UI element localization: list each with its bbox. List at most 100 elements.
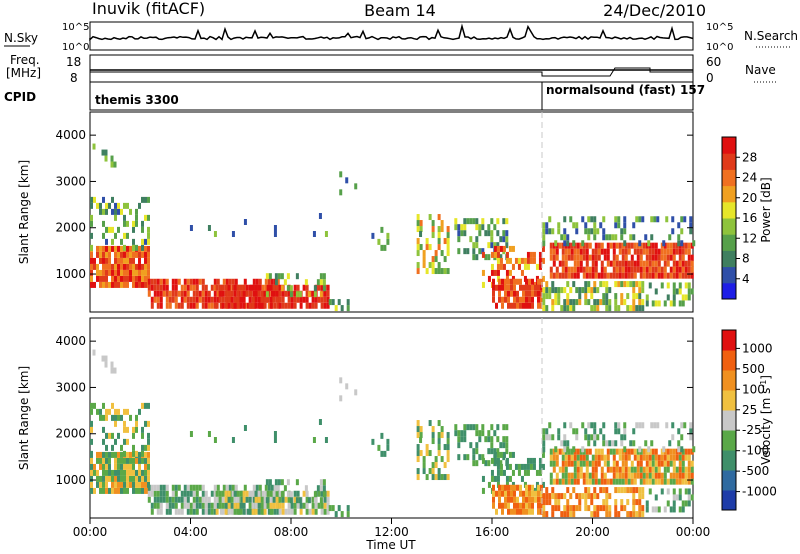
velocity-cell xyxy=(222,484,226,491)
velocity-cell xyxy=(254,490,258,497)
velocity-cell xyxy=(614,440,618,447)
power-cell xyxy=(561,260,565,267)
power-cell xyxy=(549,254,553,261)
power-cell xyxy=(454,218,458,225)
power-cell xyxy=(541,257,545,264)
velocity-cell xyxy=(286,479,290,486)
velocity-cell xyxy=(141,444,144,451)
velocity-cell xyxy=(293,490,297,497)
velocity-cell xyxy=(684,454,688,461)
velocity-cell xyxy=(602,440,606,447)
power-cell xyxy=(120,251,123,258)
power-cell xyxy=(666,248,670,255)
velocity-cell xyxy=(630,460,634,467)
power-cell xyxy=(572,222,576,229)
power-cell xyxy=(266,284,270,291)
power-cell xyxy=(434,256,438,263)
power-cell xyxy=(687,248,691,255)
velocity-cell xyxy=(689,434,693,441)
velocity-cell xyxy=(434,462,438,469)
power-cell xyxy=(114,275,117,282)
velocity-cell xyxy=(273,437,277,443)
power-cell xyxy=(507,302,510,309)
power-cell xyxy=(668,234,672,241)
power-cell xyxy=(496,257,500,264)
power-colorbar-swatch xyxy=(722,185,736,203)
power-cell xyxy=(493,224,497,231)
power-cell xyxy=(419,220,423,227)
power-cell xyxy=(632,281,636,288)
power-cell xyxy=(478,230,482,237)
velocity-cell xyxy=(687,466,691,473)
velocity-cell xyxy=(326,502,330,509)
power-cell xyxy=(520,269,524,276)
power-cell xyxy=(594,266,598,273)
velocity-cell xyxy=(687,494,691,501)
velocity-cell xyxy=(111,481,114,488)
power-cell xyxy=(541,275,545,282)
power-cell xyxy=(186,290,190,297)
velocity-cell xyxy=(132,475,135,482)
power-colorbar-swatch xyxy=(722,218,736,235)
power-colorbar-tick-label: 16 xyxy=(742,211,757,225)
velocity-cell xyxy=(239,508,243,515)
power-cell xyxy=(651,260,655,267)
power-cell xyxy=(510,284,513,291)
power-cell xyxy=(123,269,126,276)
power-cell xyxy=(416,214,420,221)
velocity-cell xyxy=(551,434,555,441)
velocity-cell xyxy=(666,500,670,507)
velocity-cell xyxy=(573,466,577,473)
velocity-cell xyxy=(542,434,546,441)
velocity-cell xyxy=(535,469,539,476)
velocity-cell xyxy=(120,451,123,458)
power-cell xyxy=(478,248,482,255)
freq-label-line2: [MHz] xyxy=(6,66,41,80)
velocity-cell xyxy=(478,430,482,437)
velocity-cell xyxy=(114,457,117,464)
power-cell xyxy=(513,296,516,303)
power-cell xyxy=(189,302,193,309)
power-cell xyxy=(183,296,187,303)
velocity-cell xyxy=(591,466,595,473)
power-cell xyxy=(542,228,546,235)
power-cell xyxy=(690,266,694,273)
power-cell xyxy=(672,242,676,249)
velocity-cell xyxy=(572,487,576,494)
power-cell xyxy=(581,240,585,247)
velocity-cell xyxy=(165,496,169,503)
velocity-cell xyxy=(141,432,144,439)
velocity-cell xyxy=(561,454,565,461)
power-cell xyxy=(545,293,549,300)
velocity-cell xyxy=(165,508,169,515)
power-cell xyxy=(102,220,105,227)
velocity-cell xyxy=(566,499,570,506)
power-cell xyxy=(251,284,255,291)
power-cell xyxy=(564,248,568,255)
power-cell xyxy=(612,266,616,273)
velocity-cell xyxy=(275,496,279,503)
velocity-cell xyxy=(227,508,231,515)
velocity-cell xyxy=(144,487,147,494)
velocity-cell xyxy=(654,454,658,461)
velocity-cell xyxy=(215,490,219,497)
velocity-cell xyxy=(334,511,338,518)
power-cell xyxy=(501,296,504,303)
velocity-cell xyxy=(290,508,294,515)
velocity-cell xyxy=(141,402,144,409)
velocity-cell xyxy=(165,490,169,497)
power-cell xyxy=(105,263,108,270)
velocity-cell xyxy=(339,377,343,384)
power-cell xyxy=(132,275,135,282)
power-cell xyxy=(219,302,223,309)
velocity-cell xyxy=(380,450,384,457)
power-cell xyxy=(549,242,553,249)
power-cell xyxy=(567,242,571,249)
velocity-cell xyxy=(573,448,577,455)
velocity-cell xyxy=(621,466,625,473)
velocity-cell xyxy=(572,505,576,512)
power-cell xyxy=(183,290,187,297)
power-cell xyxy=(120,263,123,270)
power-cell xyxy=(576,248,580,255)
